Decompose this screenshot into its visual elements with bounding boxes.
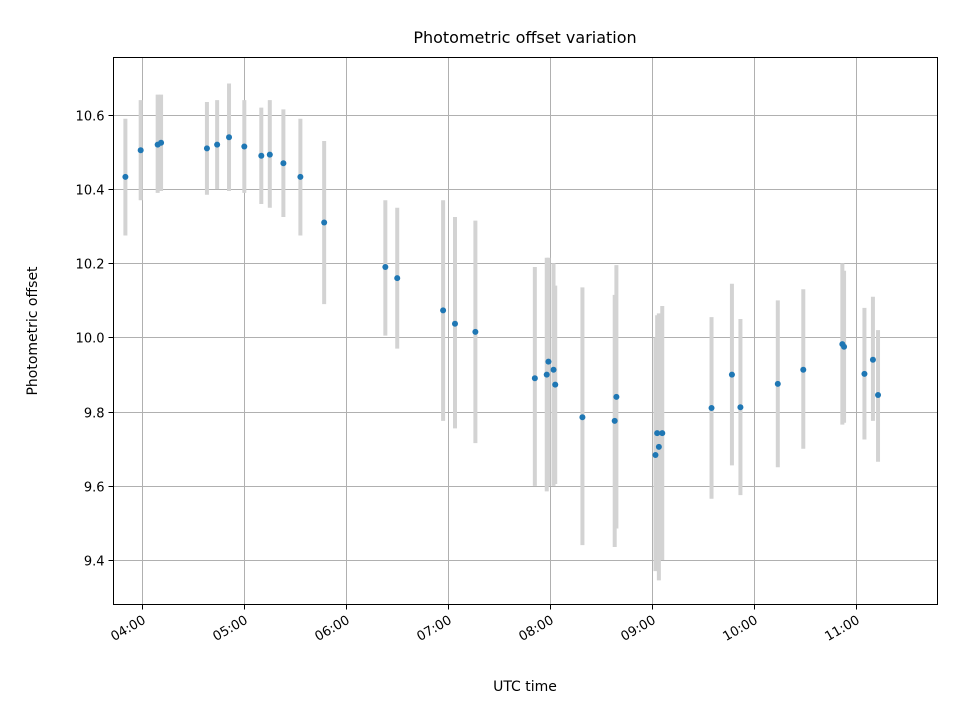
data-point	[543, 371, 550, 378]
data-point	[394, 275, 401, 282]
y-tick-label: 9.8	[84, 407, 105, 422]
data-point	[774, 380, 781, 387]
data-point	[266, 151, 273, 158]
y-axis-label: Photometric offset	[25, 266, 41, 396]
data-point	[321, 219, 328, 226]
data-point	[440, 307, 447, 314]
data-point	[654, 430, 661, 437]
y-tick-label: 9.4	[84, 555, 105, 570]
data-point	[258, 152, 265, 159]
data-point	[226, 134, 233, 141]
x-tick-label: 06:00	[313, 613, 353, 645]
data-point	[280, 160, 287, 167]
data-point	[203, 145, 210, 152]
x-tick-label: 09:00	[619, 613, 659, 645]
x-axis-ticks: 04:00 05:00 06:00 07:00 08:00 09:00 10:00 11:00	[109, 604, 863, 645]
data-point	[737, 404, 744, 411]
data-point	[869, 356, 876, 363]
data-point	[579, 414, 586, 421]
data-points	[122, 134, 882, 459]
data-point	[451, 320, 458, 327]
error-bars	[123, 83, 881, 581]
data-point	[241, 143, 248, 150]
data-point	[122, 173, 129, 180]
x-tick-label: 08:00	[517, 613, 557, 645]
x-tick-label: 05:00	[211, 613, 251, 645]
data-point	[611, 417, 618, 424]
data-point	[652, 452, 659, 459]
x-axis-label: UTC time	[493, 679, 557, 695]
data-point	[655, 443, 662, 450]
y-tick-label: 10.2	[76, 258, 105, 273]
data-point	[137, 147, 144, 154]
data-point	[841, 343, 848, 350]
plot-frame	[113, 57, 938, 605]
data-point	[728, 371, 735, 378]
data-point	[613, 393, 620, 400]
grid	[113, 57, 938, 605]
y-axis-ticks: 9.4 9.6 9.8 10.0 10.2 10.4 10.6	[76, 110, 114, 570]
x-tick-label: 07:00	[415, 613, 455, 645]
data-point	[708, 404, 715, 411]
data-point	[550, 366, 557, 373]
data-point	[297, 173, 304, 180]
y-tick-label: 10.6	[76, 110, 105, 125]
data-point	[382, 264, 389, 271]
chart-title: Photometric offset variation	[413, 28, 636, 47]
data-point	[861, 370, 868, 377]
data-point	[875, 391, 882, 398]
x-tick-label: 10:00	[721, 613, 761, 645]
data-point	[800, 366, 807, 373]
x-tick-label: 11:00	[823, 613, 863, 645]
y-tick-label: 10.0	[76, 332, 105, 347]
y-tick-label: 10.4	[76, 184, 105, 199]
data-point	[659, 430, 666, 437]
x-tick-label: 04:00	[109, 613, 149, 645]
data-point	[214, 141, 221, 148]
y-tick-label: 9.6	[84, 481, 105, 496]
data-point	[545, 358, 552, 365]
data-point	[552, 381, 559, 388]
data-point	[531, 375, 538, 382]
data-point	[472, 328, 479, 335]
data-point	[158, 139, 165, 146]
